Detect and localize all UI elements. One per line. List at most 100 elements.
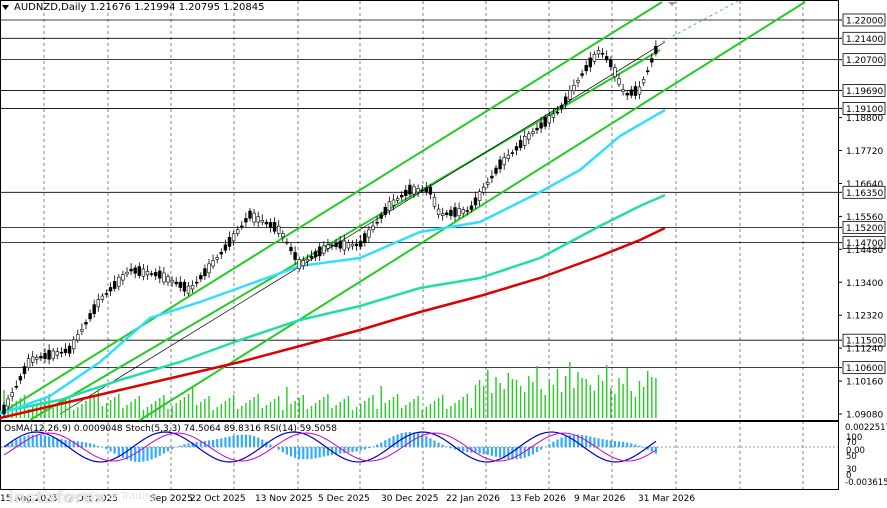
candle-body	[633, 86, 638, 96]
candle-body	[182, 281, 187, 292]
ma-fast-line	[0, 108, 666, 416]
candle-body	[170, 279, 174, 283]
oscillators	[1, 431, 838, 463]
candle-body	[285, 241, 289, 244]
candle-body	[215, 257, 219, 260]
candle-body	[600, 52, 605, 55]
time-tick-label: Sep 2025	[150, 494, 193, 504]
candle-body	[268, 221, 273, 228]
symbol-header: AUDNZD,Daily 1.21676 1.21994 1.20795 1.2…	[4, 2, 265, 13]
candle-body	[301, 260, 305, 267]
candle-body	[342, 240, 346, 251]
candle-body	[72, 339, 76, 350]
osc-tick-label: 0.0022517	[845, 423, 887, 433]
candle-body	[39, 355, 43, 359]
candle-body	[572, 85, 576, 92]
symbol-name: AUDNZD,Daily	[14, 2, 87, 13]
candle-body	[276, 225, 281, 234]
price-tick-label: 1.15560	[846, 213, 883, 223]
candle-body	[289, 246, 293, 252]
level-label-box	[842, 31, 886, 45]
candle-body	[113, 280, 117, 289]
price-tick-label: 1.21400	[846, 35, 883, 45]
candle-body	[539, 122, 543, 129]
price-tick-label: 1.17720	[846, 147, 883, 157]
chart-menu-icon[interactable]	[2, 5, 9, 10]
candle-body	[354, 243, 359, 247]
price-tick-label: 1.09080	[846, 411, 883, 421]
candle-body	[100, 295, 105, 300]
shift-marker-icon[interactable]	[668, 2, 676, 6]
candle-body	[531, 131, 535, 134]
osc-tick-label: 70	[846, 438, 857, 448]
level-label-box	[842, 84, 886, 97]
ma-mid-line	[0, 193, 666, 414]
candle-body	[465, 210, 469, 212]
candlesticks	[2, 40, 658, 417]
candle-body	[207, 263, 211, 274]
candle-body	[129, 268, 133, 272]
candle-body	[510, 152, 515, 154]
candle-body	[428, 186, 433, 195]
candle-body	[543, 117, 547, 127]
candle-body	[387, 201, 392, 212]
candle-body	[260, 220, 264, 223]
candle-body	[248, 210, 252, 219]
candle-body	[236, 229, 240, 234]
candle-body	[10, 392, 14, 397]
candle-body	[186, 285, 191, 294]
candle-body	[30, 356, 35, 363]
candle-body	[535, 127, 539, 131]
candle-body	[219, 251, 223, 255]
channel-upper-line	[0, 1, 663, 415]
candle-body	[592, 53, 597, 62]
candle-body	[338, 240, 342, 249]
candle-body	[445, 212, 449, 215]
time-tick-label: 13 Feb 2026	[510, 494, 566, 504]
candle-body	[22, 366, 27, 375]
candle-body	[231, 233, 236, 242]
candle-body	[305, 258, 310, 262]
candle-body	[55, 351, 60, 356]
candle-body	[494, 167, 498, 174]
osc-tick-label: 30	[846, 465, 857, 475]
candle-body	[252, 212, 256, 223]
main-panel	[0, 0, 839, 421]
candle-body	[486, 182, 490, 185]
candle-body	[203, 268, 207, 277]
candle-body	[84, 322, 88, 325]
candle-body	[297, 259, 301, 269]
candle-body	[506, 154, 510, 160]
candle-body	[322, 245, 326, 254]
candle-body	[358, 240, 363, 247]
candle-body	[195, 281, 199, 284]
candle-body	[334, 242, 338, 247]
candle-body	[555, 111, 560, 114]
candle-body	[47, 349, 51, 360]
candle-body	[125, 271, 129, 275]
candle-body	[190, 285, 195, 290]
candle-body	[330, 244, 334, 247]
candle-body	[26, 358, 31, 368]
candle-body	[117, 276, 121, 287]
candle-body	[584, 65, 588, 72]
candle-body	[637, 86, 642, 95]
trend-channel[interactable]	[0, 0, 806, 421]
watermark-tagline: Instant Forex Trading	[52, 491, 158, 502]
candle-body	[326, 244, 330, 249]
candle-body	[149, 273, 154, 275]
candle-body	[63, 348, 68, 354]
candle-body	[133, 267, 137, 274]
price-tick-label: 1.18800	[846, 114, 883, 124]
candle-body	[568, 90, 572, 100]
level-label-box	[842, 220, 886, 234]
candle-body	[588, 57, 593, 68]
candle-body	[416, 188, 420, 193]
candle-body	[18, 376, 23, 381]
time-tick-label: 22 Oct 2025	[190, 494, 246, 504]
candle-body	[518, 140, 523, 148]
candle-body	[76, 334, 80, 341]
candle-body	[629, 89, 634, 96]
